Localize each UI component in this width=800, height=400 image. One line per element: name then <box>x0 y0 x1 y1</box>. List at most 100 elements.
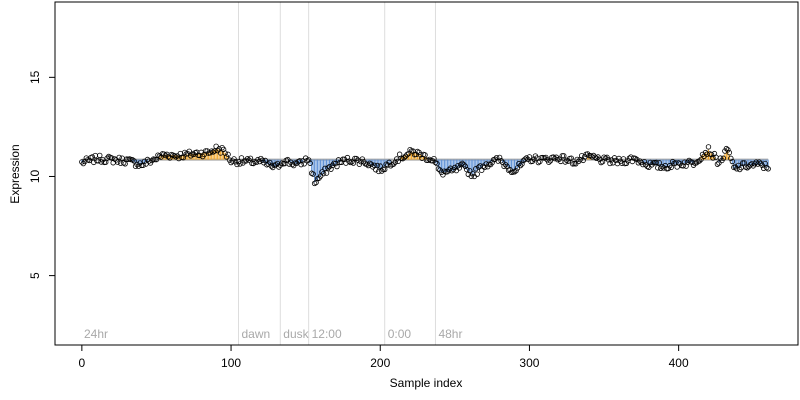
data-point <box>387 163 394 169</box>
data-point <box>161 151 167 157</box>
data-point <box>765 166 771 172</box>
data-point <box>535 159 542 166</box>
y-axis-title: Expression <box>8 144 22 203</box>
data-point <box>220 146 227 153</box>
data-point <box>310 171 316 177</box>
data-point <box>461 161 467 168</box>
y-tick-label: 5 <box>28 272 42 279</box>
data-point <box>346 158 352 164</box>
data-point <box>158 154 164 160</box>
data-point <box>531 156 537 162</box>
data-point <box>698 156 704 163</box>
data-point <box>79 159 85 165</box>
data-point <box>714 161 721 167</box>
data-point <box>404 151 410 158</box>
data-point <box>640 161 646 168</box>
data-point <box>320 170 327 177</box>
data-point <box>225 151 231 158</box>
data-point <box>728 155 734 162</box>
data-points <box>79 143 771 187</box>
y-tick-label: 10 <box>28 169 42 183</box>
data-point <box>131 158 137 164</box>
data-point <box>650 160 656 166</box>
data-point <box>462 163 468 169</box>
data-point <box>708 151 715 158</box>
data-point <box>641 158 648 165</box>
data-point <box>498 158 504 164</box>
data-point <box>519 161 525 167</box>
segment-label: dawn <box>242 327 271 341</box>
data-point <box>593 155 600 161</box>
data-point <box>668 164 674 171</box>
data-point <box>237 161 243 167</box>
data-point <box>395 158 401 165</box>
data-point <box>607 160 613 167</box>
data-point <box>720 155 727 161</box>
data-point <box>114 159 121 165</box>
data-point <box>307 160 313 166</box>
data-point <box>129 157 136 163</box>
data-point <box>496 154 503 161</box>
start-label: 24hr <box>84 327 108 341</box>
data-point <box>632 155 639 162</box>
data-point <box>392 159 398 165</box>
data-point <box>180 154 187 161</box>
data-point <box>382 166 388 173</box>
data-point <box>407 146 413 153</box>
data-point <box>513 167 519 174</box>
data-point <box>467 168 473 174</box>
data-point <box>435 166 442 172</box>
data-point <box>301 161 307 167</box>
data-point <box>219 144 225 151</box>
data-point <box>246 157 252 163</box>
data-point <box>86 157 93 164</box>
data-point <box>561 153 567 159</box>
data-point <box>267 159 273 166</box>
data-point <box>547 158 554 164</box>
x-tick-label: 200 <box>370 356 390 370</box>
data-point <box>231 156 237 162</box>
data-point <box>759 162 765 169</box>
data-point <box>523 155 530 161</box>
data-point <box>349 159 355 165</box>
data-point <box>568 155 574 161</box>
data-point <box>422 152 428 158</box>
data-point <box>350 160 357 166</box>
data-point <box>376 168 382 175</box>
data-point <box>620 156 627 162</box>
data-point <box>696 158 703 164</box>
data-point <box>656 160 662 166</box>
data-point <box>474 171 480 177</box>
data-point <box>489 159 495 166</box>
x-tick-label: 400 <box>669 356 689 370</box>
data-point <box>723 145 730 152</box>
data-point <box>238 155 245 161</box>
data-point <box>456 165 463 171</box>
data-point <box>550 154 557 160</box>
data-point <box>744 165 750 171</box>
segment-lines <box>238 2 436 345</box>
data-point <box>740 160 746 166</box>
data-point <box>653 159 659 166</box>
data-point <box>111 156 118 162</box>
data-point <box>501 163 507 170</box>
data-point <box>517 162 524 169</box>
segment-label: 0:00 <box>388 327 412 341</box>
x-tick-label: 0 <box>79 356 86 370</box>
data-point <box>353 155 360 162</box>
data-point <box>458 161 464 168</box>
segment-label: 12:00 <box>312 327 342 341</box>
data-point <box>493 154 500 161</box>
data-point <box>122 161 128 167</box>
data-point <box>729 158 736 165</box>
data-point <box>132 163 139 169</box>
data-point <box>592 154 598 160</box>
x-axis-title: Sample index <box>390 376 463 390</box>
data-point <box>173 154 179 160</box>
segment-label: dusk <box>283 327 309 341</box>
data-point <box>171 152 178 159</box>
data-point <box>305 157 312 163</box>
data-point <box>481 164 488 171</box>
data-point <box>334 163 340 170</box>
